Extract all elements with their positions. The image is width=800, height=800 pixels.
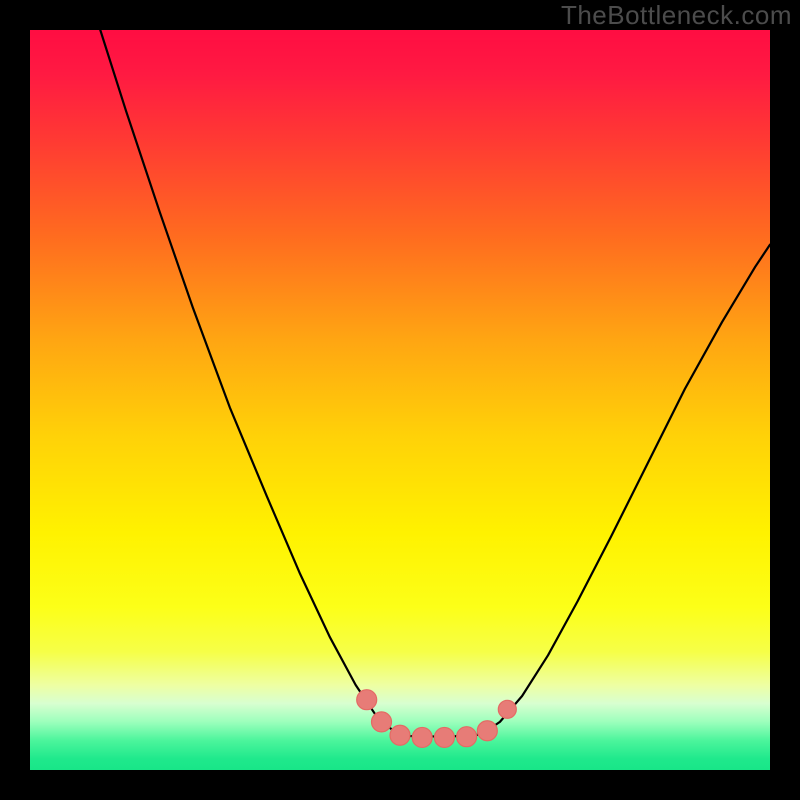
plot-area (30, 30, 770, 770)
plot-svg (30, 30, 770, 770)
curve-marker (412, 727, 432, 747)
curve-marker (457, 727, 477, 747)
curve-marker (390, 725, 410, 745)
curve-marker (372, 712, 392, 732)
curve-marker (434, 727, 454, 747)
watermark-text: TheBottleneck.com (561, 0, 792, 31)
curve-marker (498, 700, 516, 718)
curve-marker (357, 690, 377, 710)
curve-marker (477, 721, 497, 741)
gradient-rect (30, 30, 770, 770)
chart-stage: TheBottleneck.com (0, 0, 800, 800)
